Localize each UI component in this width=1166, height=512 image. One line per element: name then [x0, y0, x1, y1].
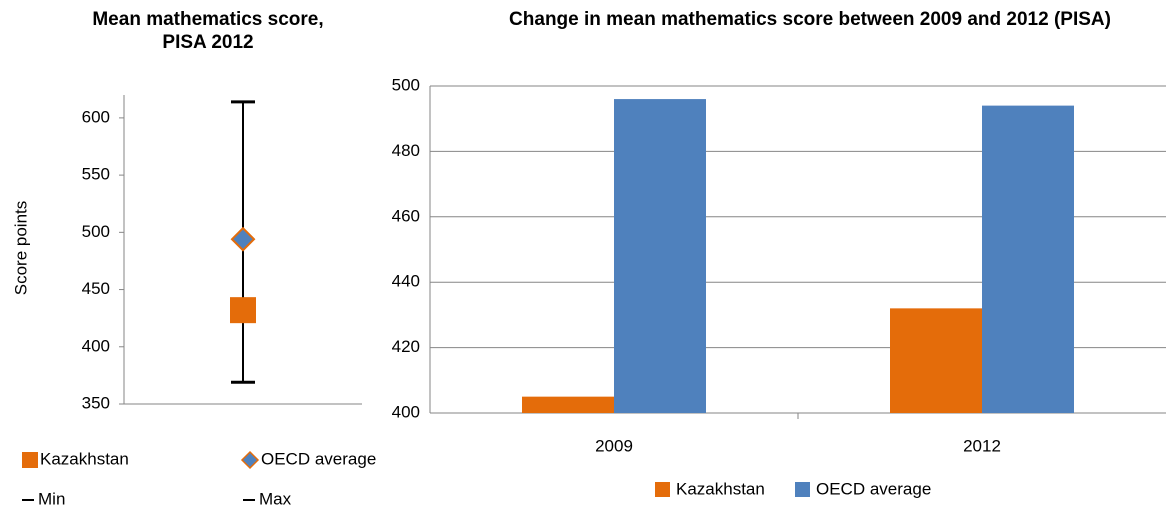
y-tick-label: 400	[392, 402, 420, 421]
x-tick-label: 2009	[595, 436, 633, 455]
y-tick-label: 400	[82, 336, 110, 355]
y-tick-label: 500	[392, 75, 420, 94]
legend-swatch	[22, 452, 38, 468]
marker-square	[230, 297, 256, 324]
y-tick-label: 450	[82, 279, 110, 298]
bar	[614, 99, 706, 413]
x-tick-label: 2012	[963, 436, 1001, 455]
legend-swatch	[655, 482, 670, 497]
y-tick-label: 600	[82, 107, 110, 126]
legend-swatch	[795, 482, 810, 497]
bar	[522, 396, 614, 413]
y-axis-label: Score points	[11, 201, 30, 296]
bar	[982, 105, 1074, 414]
legend-swatch	[240, 450, 260, 470]
y-tick-label: 550	[82, 165, 110, 184]
y-tick-label: 420	[392, 337, 420, 356]
y-tick-label: 440	[392, 272, 420, 291]
legend-label: Kazakhstan	[676, 479, 765, 498]
y-tick-label: 480	[392, 141, 420, 160]
legend-label: OECD average	[261, 449, 376, 468]
bar	[890, 308, 982, 413]
y-tick-label: 460	[392, 206, 420, 225]
y-tick-label: 500	[82, 222, 110, 241]
chart-title: Change in mean mathematics score between…	[509, 9, 1111, 30]
legend-label: Kazakhstan	[40, 449, 129, 468]
legend-label: OECD average	[816, 479, 931, 498]
legend-label: Max	[259, 489, 292, 508]
marker-diamond	[230, 226, 256, 252]
y-tick-label: 350	[82, 393, 110, 412]
chart-title: Mean mathematics score, PISA 2012	[92, 9, 324, 53]
legend-label: Min	[38, 489, 65, 508]
